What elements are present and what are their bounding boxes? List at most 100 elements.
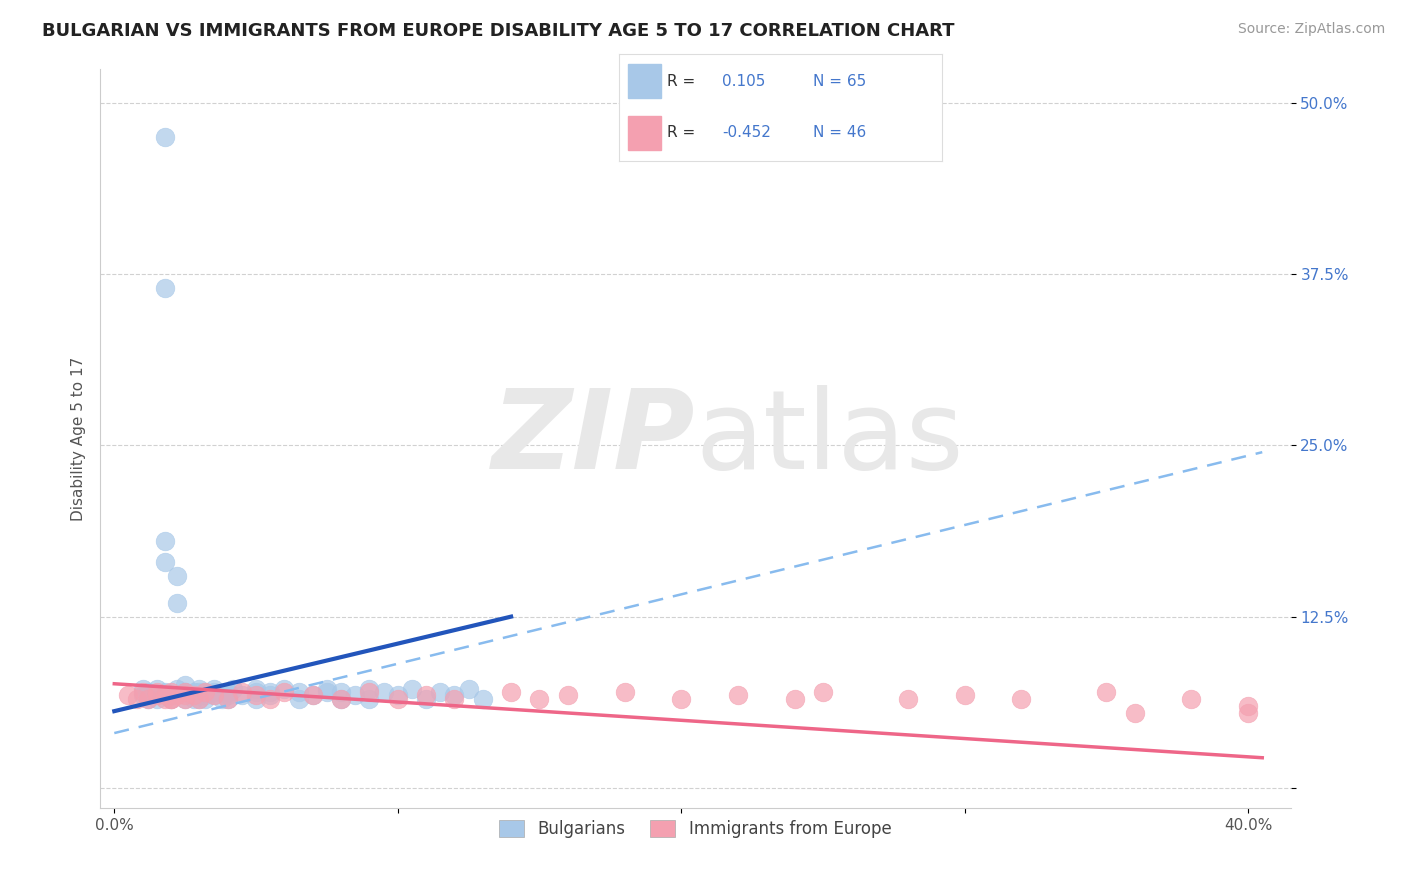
Point	[415, 688, 437, 702]
Point	[529, 691, 551, 706]
Point	[245, 691, 267, 706]
Point	[136, 685, 159, 699]
Point	[131, 685, 153, 699]
Point	[174, 688, 197, 702]
Point	[125, 691, 148, 706]
Point	[166, 688, 188, 702]
Point	[155, 534, 177, 549]
Text: N = 46: N = 46	[813, 125, 866, 140]
Bar	[628, 116, 661, 150]
Point	[155, 130, 177, 145]
Point	[188, 688, 211, 702]
Point	[501, 685, 523, 699]
Point	[183, 691, 205, 706]
Point	[783, 691, 806, 706]
Point	[160, 691, 183, 706]
Point	[231, 685, 253, 699]
Point	[344, 688, 367, 702]
Point	[160, 688, 183, 702]
Point	[174, 678, 197, 692]
Point	[174, 685, 197, 699]
Point	[557, 688, 579, 702]
Point	[443, 688, 465, 702]
Text: -0.452: -0.452	[723, 125, 770, 140]
Point	[273, 685, 295, 699]
Point	[217, 691, 239, 706]
Point	[188, 682, 211, 697]
Point	[146, 691, 169, 706]
Point	[1180, 691, 1202, 706]
Point	[1123, 706, 1146, 720]
Point	[202, 688, 225, 702]
Point	[136, 691, 159, 706]
Point	[429, 685, 451, 699]
Point	[146, 688, 169, 702]
Point	[131, 688, 153, 702]
Point	[174, 691, 197, 706]
Point	[1010, 691, 1032, 706]
Point	[315, 685, 337, 699]
Point	[1095, 685, 1118, 699]
Point	[174, 691, 197, 706]
Point	[245, 685, 267, 699]
Point	[401, 682, 423, 697]
Point	[273, 682, 295, 697]
Point	[259, 691, 281, 706]
Point	[669, 691, 692, 706]
Bar	[628, 64, 661, 98]
Point	[287, 685, 309, 699]
Point	[443, 691, 465, 706]
Point	[174, 685, 197, 699]
Point	[194, 691, 217, 706]
Point	[136, 691, 159, 706]
Point	[155, 691, 177, 706]
Point	[174, 685, 197, 699]
Point	[330, 691, 353, 706]
Point	[301, 688, 323, 702]
Point	[359, 691, 381, 706]
Point	[1237, 706, 1260, 720]
Text: atlas: atlas	[696, 385, 965, 492]
Text: R =: R =	[668, 125, 696, 140]
Point	[166, 596, 188, 610]
Point	[330, 691, 353, 706]
Point	[194, 685, 217, 699]
Point	[188, 691, 211, 706]
Point	[471, 691, 494, 706]
Point	[155, 688, 177, 702]
Point	[359, 685, 381, 699]
Point	[217, 685, 239, 699]
Point	[217, 685, 239, 699]
Point	[259, 685, 281, 699]
Point	[183, 688, 205, 702]
Point	[359, 682, 381, 697]
Point	[202, 688, 225, 702]
Point	[166, 682, 188, 697]
Point	[160, 691, 183, 706]
Point	[387, 688, 409, 702]
Text: Source: ZipAtlas.com: Source: ZipAtlas.com	[1237, 22, 1385, 37]
Point	[287, 691, 309, 706]
Point	[727, 688, 749, 702]
Point	[183, 688, 205, 702]
Point	[613, 685, 636, 699]
Point	[155, 685, 177, 699]
Point	[1237, 698, 1260, 713]
Text: 0.105: 0.105	[723, 74, 765, 89]
Point	[155, 281, 177, 295]
Point	[245, 688, 267, 702]
Point	[259, 688, 281, 702]
Point	[131, 682, 153, 697]
Point	[897, 691, 920, 706]
Point	[166, 568, 188, 582]
Point	[330, 685, 353, 699]
Point	[146, 682, 169, 697]
Point	[811, 685, 834, 699]
Point	[217, 691, 239, 706]
Point	[188, 685, 211, 699]
Point	[183, 685, 205, 699]
Point	[211, 691, 233, 706]
Point	[457, 682, 479, 697]
Point	[373, 685, 395, 699]
Y-axis label: Disability Age 5 to 17: Disability Age 5 to 17	[72, 357, 86, 521]
